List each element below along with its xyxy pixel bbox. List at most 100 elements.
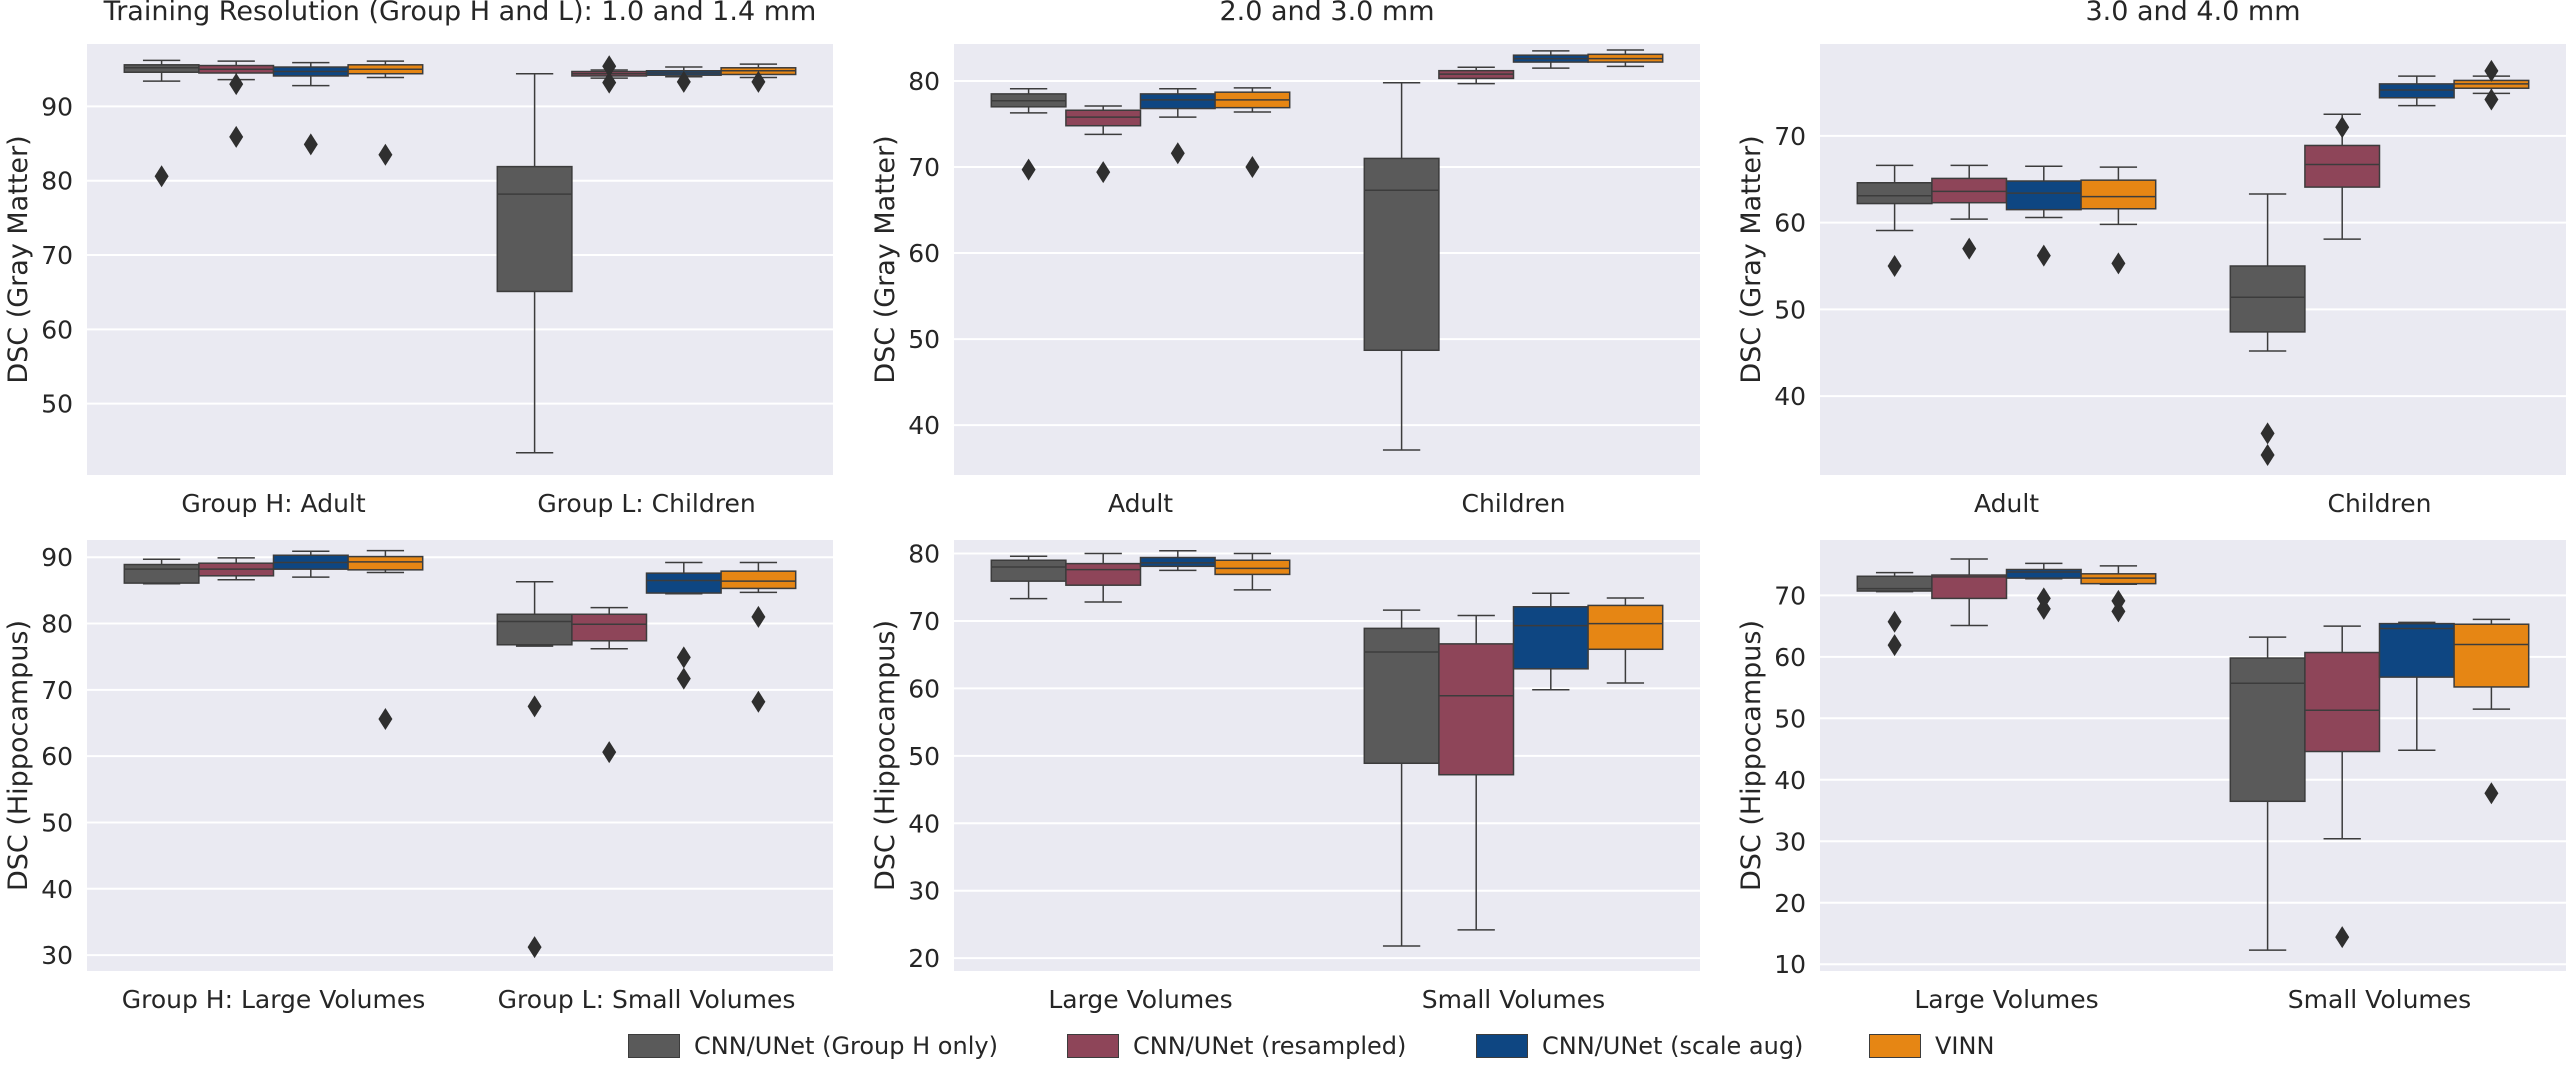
x-tick-label: Large Volumes xyxy=(1048,985,1232,1014)
outlier-marker xyxy=(1021,158,1036,181)
outlier-marker xyxy=(378,708,393,731)
outlier-marker xyxy=(751,690,766,713)
box xyxy=(2229,265,2306,333)
x-tick-label: Small Volumes xyxy=(1422,985,1605,1014)
outlier-marker xyxy=(751,70,766,93)
outlier-marker xyxy=(229,73,244,96)
outlier-marker xyxy=(378,143,393,166)
legend-label: VINN xyxy=(1935,1032,1995,1060)
y-tick-label: 70 xyxy=(1774,581,1806,610)
box xyxy=(1139,556,1216,568)
box xyxy=(2378,622,2455,678)
box xyxy=(2304,651,2381,753)
legend-label: CNN/UNet (scale aug) xyxy=(1542,1032,1804,1060)
y-tick-label: 80 xyxy=(41,610,73,639)
y-axis-label: DSC (Gray Matter) xyxy=(3,135,34,383)
outlier-marker xyxy=(2484,782,2499,805)
y-tick-label: 50 xyxy=(908,742,940,771)
outlier-marker xyxy=(2484,59,2499,82)
outlier-marker xyxy=(2335,116,2350,139)
y-axis-label: DSC (Hippocampus) xyxy=(870,620,901,891)
x-tick-label: Children xyxy=(2327,489,2431,518)
outlier-marker xyxy=(1096,161,1111,184)
legend-swatch xyxy=(1067,1034,1119,1058)
panel-title: 2.0 and 3.0 mm xyxy=(1219,0,1434,27)
outlier-marker xyxy=(1887,634,1902,657)
outlier-marker xyxy=(676,667,691,690)
y-tick-label: 60 xyxy=(41,315,73,344)
x-tick-label: Adult xyxy=(1108,489,1173,518)
y-tick-label: 80 xyxy=(908,67,940,96)
y-tick-label: 60 xyxy=(41,742,73,771)
outlier-marker xyxy=(676,70,691,93)
y-tick-label: 70 xyxy=(41,676,73,705)
outlier-marker xyxy=(602,741,617,764)
y-tick-label: 40 xyxy=(41,875,73,904)
y-tick-label: 70 xyxy=(41,241,73,270)
y-tick-label: 50 xyxy=(1774,704,1806,733)
box xyxy=(571,613,648,642)
box xyxy=(496,165,573,293)
box xyxy=(1931,177,2008,204)
outlier-marker xyxy=(2036,597,2051,620)
y-tick-label: 90 xyxy=(41,543,73,572)
legend-label: CNN/UNet (Group H only) xyxy=(694,1032,998,1060)
box xyxy=(2304,144,2381,188)
y-tick-label: 50 xyxy=(41,390,73,419)
y-tick-label: 60 xyxy=(1774,209,1806,238)
outlier-marker xyxy=(1245,156,1260,179)
box xyxy=(2005,180,2082,211)
y-tick-label: 20 xyxy=(908,944,940,973)
y-tick-label: 10 xyxy=(1774,950,1806,979)
box xyxy=(1438,643,1515,776)
outlier-marker xyxy=(2111,600,2126,623)
y-tick-label: 20 xyxy=(1774,889,1806,918)
plot-area xyxy=(1820,44,2566,475)
y-axis-label: DSC (Hippocampus) xyxy=(3,620,34,891)
outlier-marker xyxy=(1887,255,1902,278)
x-tick-label: Group L: Small Volumes xyxy=(498,985,796,1014)
y-tick-label: 70 xyxy=(908,153,940,182)
box xyxy=(990,559,1067,582)
box xyxy=(496,613,573,646)
y-axis-label: DSC (Gray Matter) xyxy=(870,135,901,383)
legend-swatch xyxy=(1869,1034,1921,1058)
outlier-marker xyxy=(2260,444,2275,467)
y-tick-label: 30 xyxy=(41,941,73,970)
outlier-marker xyxy=(154,165,169,188)
outlier-marker xyxy=(2335,926,2350,949)
x-tick-label: Group H: Adult xyxy=(181,489,366,518)
legend: CNN/UNet (Group H only) CNN/UNet (resamp… xyxy=(0,1032,2568,1072)
x-tick-label: Small Volumes xyxy=(2288,985,2471,1014)
y-tick-label: 60 xyxy=(1774,643,1806,672)
x-tick-label: Adult xyxy=(1974,489,2039,518)
legend-item: CNN/UNet (Group H only) xyxy=(628,1032,998,1060)
y-tick-label: 60 xyxy=(908,239,940,268)
y-tick-label: 70 xyxy=(908,607,940,636)
box xyxy=(1587,604,1664,651)
outlier-marker xyxy=(1962,237,1977,260)
outlier-marker xyxy=(676,646,691,669)
box xyxy=(2005,568,2082,579)
legend-item: CNN/UNet (resampled) xyxy=(1067,1032,1406,1060)
legend-item: CNN/UNet (scale aug) xyxy=(1476,1032,1803,1060)
x-tick-label: Group L: Children xyxy=(537,489,755,518)
outlier-marker xyxy=(1887,610,1902,633)
legend-label: CNN/UNet (resampled) xyxy=(1133,1032,1407,1060)
box xyxy=(1856,182,1933,205)
box xyxy=(1931,574,2008,600)
outlier-marker xyxy=(2036,244,2051,267)
outlier-marker xyxy=(1170,142,1185,165)
box xyxy=(1363,157,1440,352)
figure: 50 60 70 80 90 Group H: Adult Group L: Childre… xyxy=(3,0,2566,1014)
outlier-marker xyxy=(602,71,617,94)
y-axis-label: DSC (Gray Matter) xyxy=(1736,135,1767,383)
box xyxy=(720,570,797,590)
box xyxy=(1363,627,1440,765)
outlier-marker xyxy=(229,125,244,148)
box xyxy=(1065,109,1142,127)
y-tick-label: 30 xyxy=(908,877,940,906)
y-tick-label: 30 xyxy=(1774,827,1806,856)
y-tick-label: 40 xyxy=(908,809,940,838)
y-tick-label: 80 xyxy=(908,539,940,568)
